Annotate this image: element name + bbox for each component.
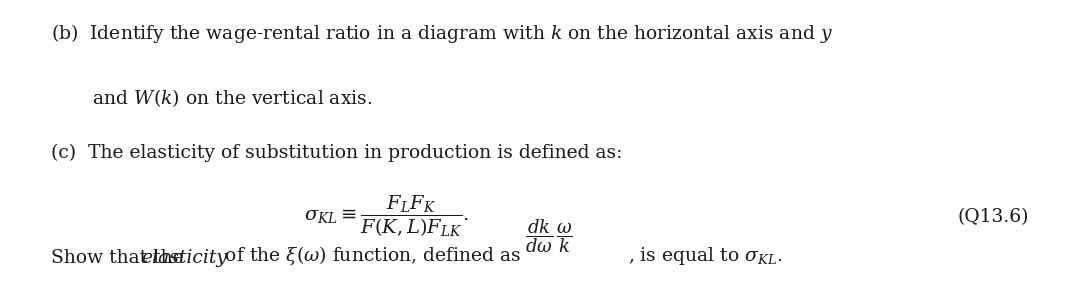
Text: (Q13.6): (Q13.6) <box>957 208 1029 226</box>
Text: $\sigma_{KL} \equiv \dfrac{F_L F_K}{F(K,L)F_{LK}}.$: $\sigma_{KL} \equiv \dfrac{F_L F_K}{F(K,… <box>303 194 469 239</box>
Text: Show that the: Show that the <box>51 249 190 267</box>
Text: $\dfrac{dk}{d\omega}\,\dfrac{\omega}{k}$: $\dfrac{dk}{d\omega}\,\dfrac{\omega}{k}$ <box>526 217 573 255</box>
Text: (b)  Identify the wage-rental ratio in a diagram with $k$ on the horizontal axis: (b) Identify the wage-rental ratio in a … <box>51 22 833 45</box>
Text: and $W(k)$ on the vertical axis.: and $W(k)$ on the vertical axis. <box>51 87 373 109</box>
Text: of the $\xi(\omega)$ function, defined as: of the $\xi(\omega)$ function, defined a… <box>219 244 522 267</box>
Text: elasticity: elasticity <box>140 249 227 267</box>
Text: (c)  The elasticity of substitution in production is defined as:: (c) The elasticity of substitution in pr… <box>51 144 622 162</box>
Text: , is equal to $\sigma_{KL}$.: , is equal to $\sigma_{KL}$. <box>627 245 782 267</box>
